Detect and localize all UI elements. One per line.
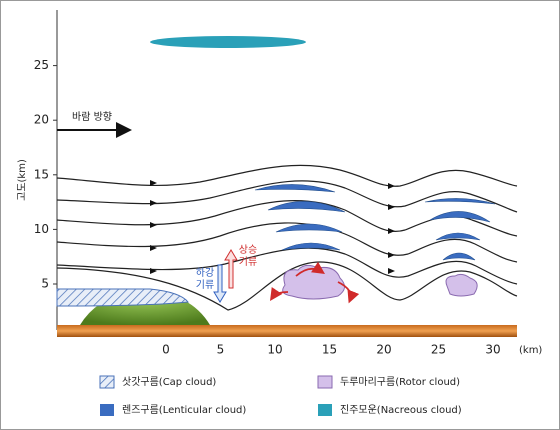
y-label: 고도(km) bbox=[17, 159, 28, 201]
legend-label: 삿갓구름(Cap cloud) bbox=[122, 376, 216, 388]
x-unit: (km) bbox=[519, 345, 542, 356]
rotor-cloud bbox=[282, 264, 345, 300]
updraft-arrow bbox=[224, 249, 238, 289]
stream-arrows bbox=[150, 180, 395, 274]
x-tick-label: 15 bbox=[322, 343, 337, 357]
legend-label: 진주모운(Nacreous cloud) bbox=[340, 404, 462, 416]
lenticular-clouds bbox=[254, 184, 496, 261]
x-tick-label: 5 bbox=[217, 343, 225, 357]
y-tick-label: 5 bbox=[41, 277, 49, 291]
y-tick-label: 20 bbox=[34, 113, 49, 127]
legend-label: 렌즈구름(Lenticular cloud) bbox=[122, 404, 246, 416]
downdraft-label: 기류 bbox=[196, 279, 214, 291]
x-tick-label: 0 bbox=[162, 343, 170, 357]
updraft-label: 기류 bbox=[239, 256, 257, 268]
y-ticks: 5 10 15 20 25 bbox=[34, 58, 57, 291]
streamlines bbox=[56, 164, 518, 311]
y-tick-label: 10 bbox=[34, 222, 49, 236]
x-tick-label: 20 bbox=[376, 343, 391, 357]
cap-cloud bbox=[56, 288, 189, 307]
legend-swatch bbox=[318, 404, 332, 416]
legend-label: 두루마리구름(Rotor cloud) bbox=[340, 376, 460, 388]
rotor-arrows bbox=[270, 261, 360, 304]
legend-swatch bbox=[99, 375, 115, 389]
y-tick-label: 15 bbox=[34, 167, 49, 181]
legend-swatch bbox=[317, 375, 333, 389]
rotor-cloud bbox=[445, 273, 478, 297]
downdraft-label: 하강 bbox=[196, 266, 214, 279]
x-tick-label: 25 bbox=[431, 343, 446, 357]
legend-swatch bbox=[100, 404, 114, 416]
wind-label: 바람 방향 bbox=[72, 110, 112, 123]
y-tick-label: 25 bbox=[34, 58, 49, 72]
updraft-label: 상승 bbox=[239, 244, 257, 256]
nacreous-cloud bbox=[150, 36, 306, 48]
x-tick-label: 30 bbox=[485, 343, 500, 357]
x-tick-label: 10 bbox=[267, 343, 282, 357]
ground bbox=[57, 325, 517, 337]
downdraft-arrow bbox=[213, 264, 227, 303]
x-ticks: 0 5 10 15 20 25 30 bbox=[162, 343, 500, 357]
